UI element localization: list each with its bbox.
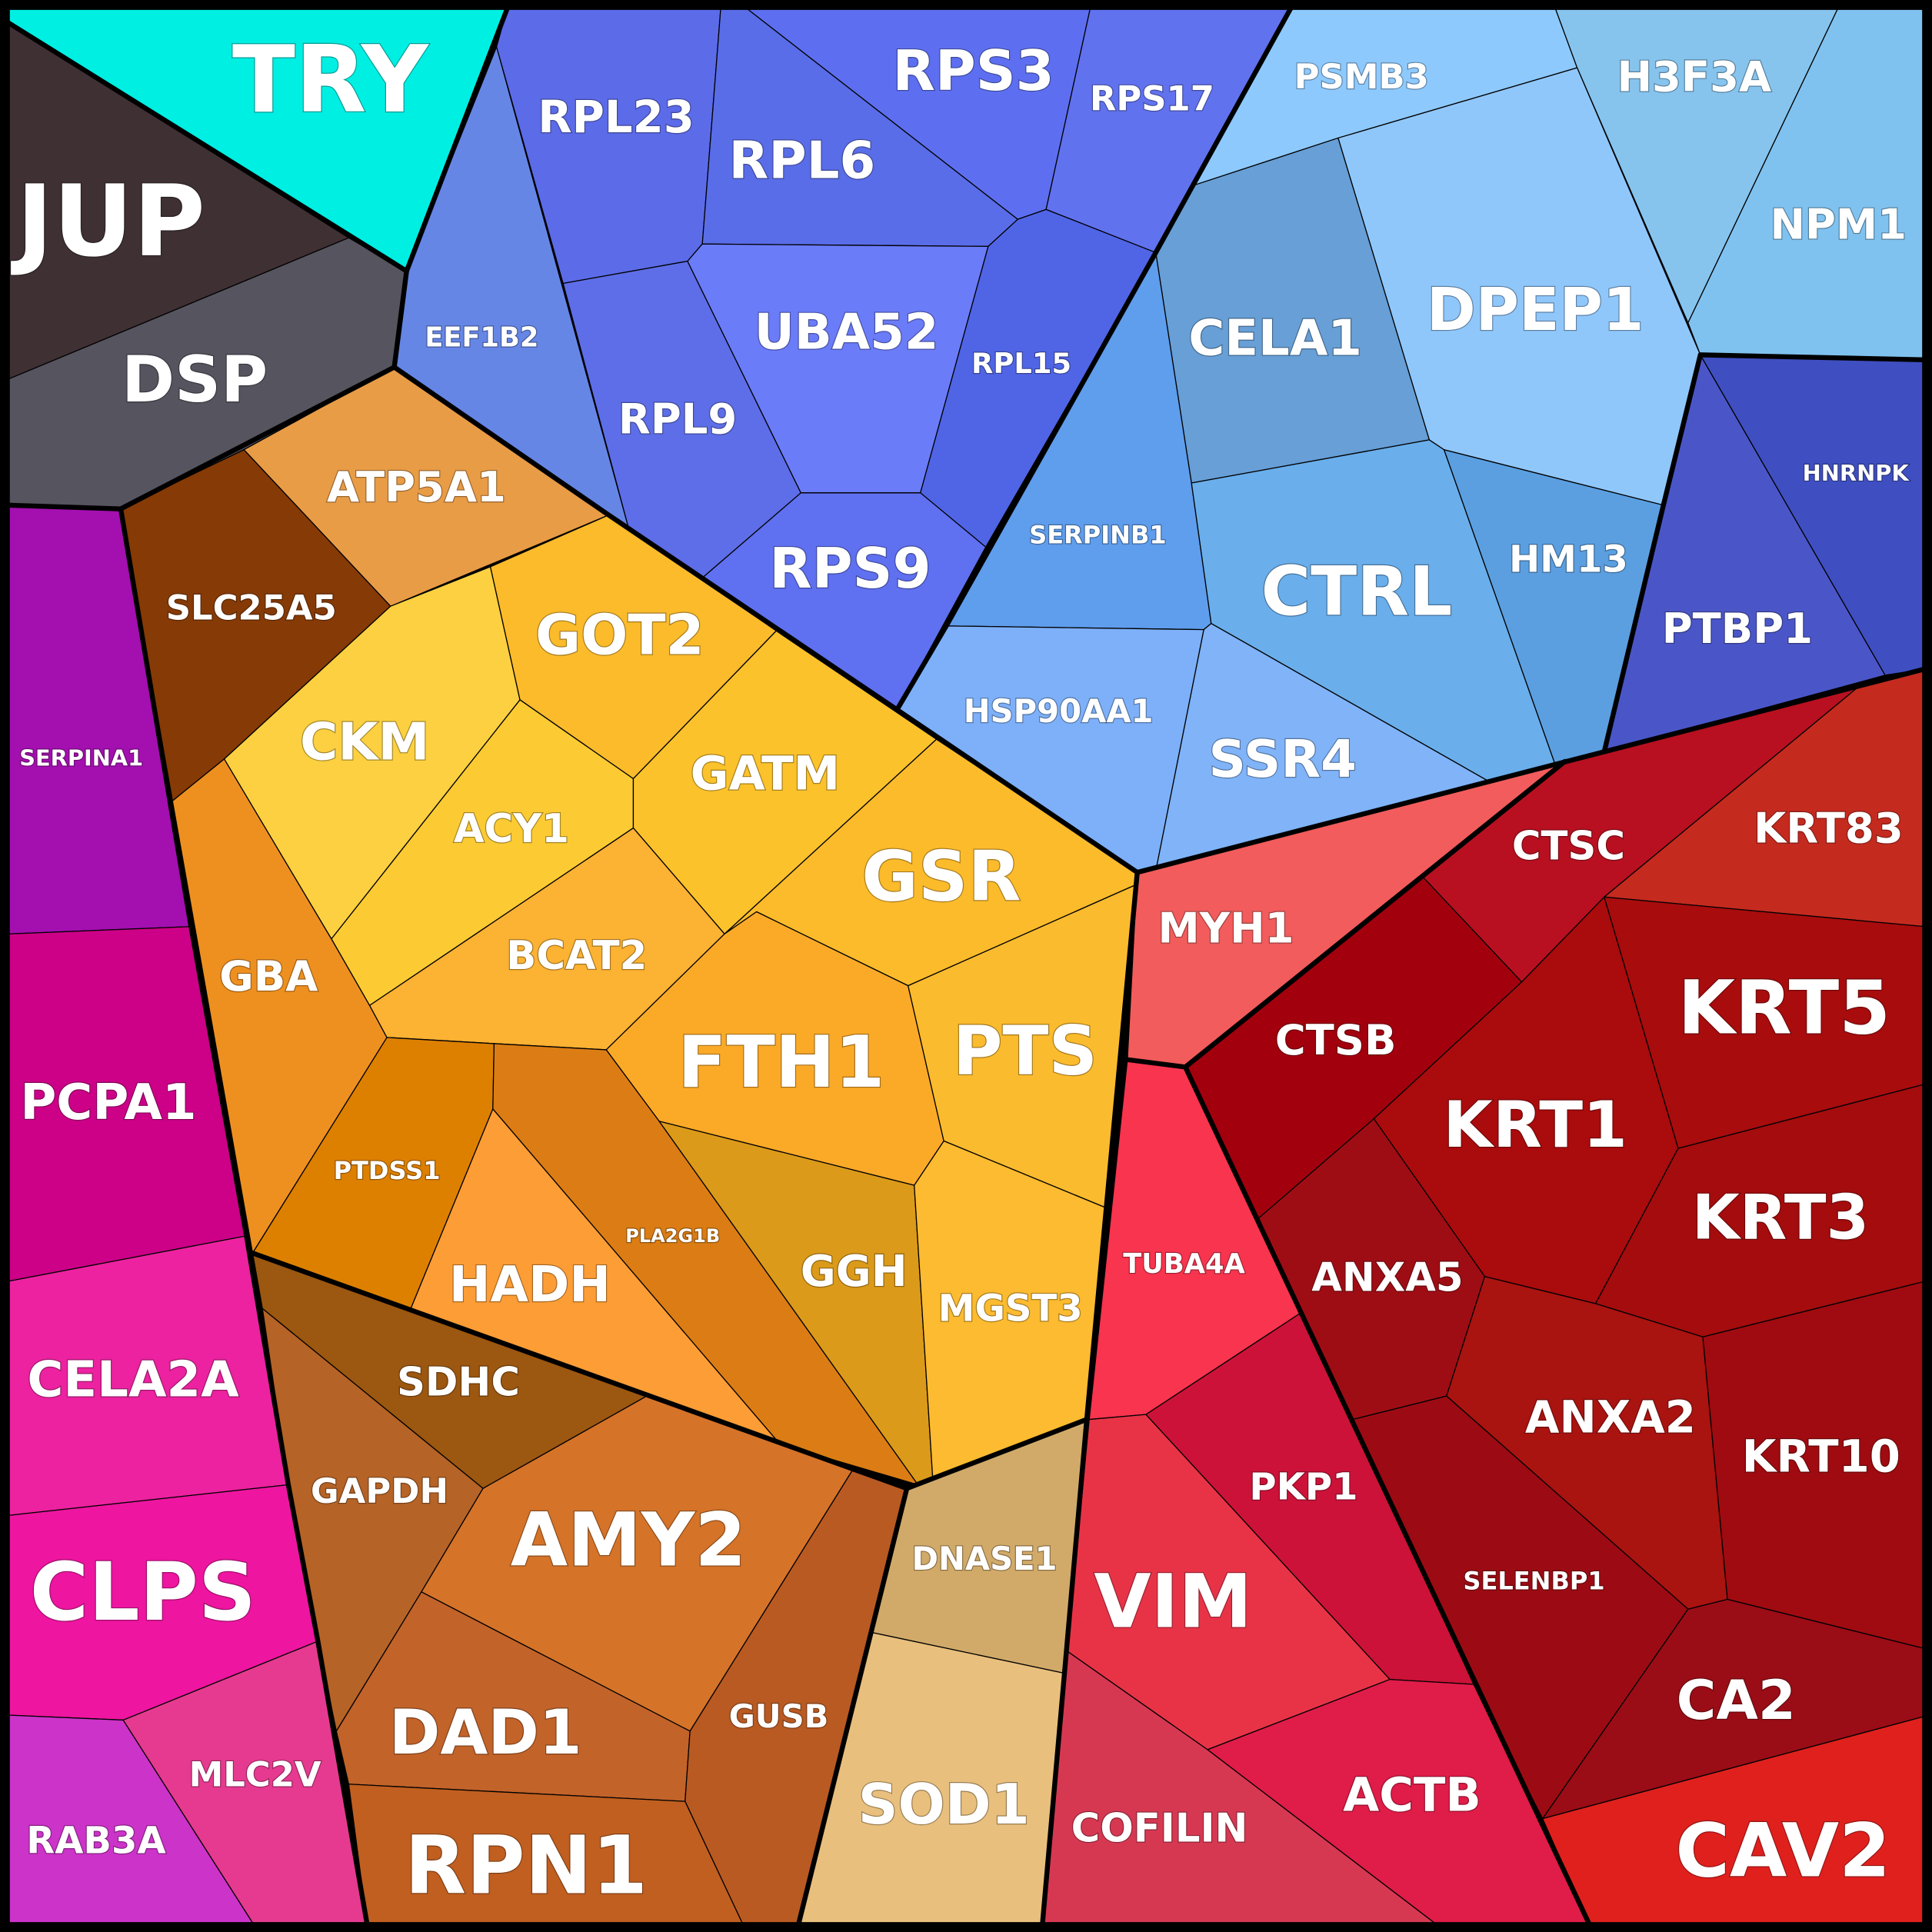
cell-label: PKP1 <box>1249 1466 1357 1509</box>
cell-label: GBA <box>219 951 318 1001</box>
cell-label: CTRL <box>1261 551 1452 631</box>
border <box>118 506 370 1927</box>
cell-label: RPN1 <box>405 1818 648 1912</box>
border <box>1182 1064 1592 1927</box>
cell-label: PCPA1 <box>20 1074 196 1131</box>
cells <box>6 6 1926 1926</box>
cell-label: RPL23 <box>538 91 695 143</box>
cell-label: PLA2G1B <box>625 1225 720 1247</box>
cell-label: EEF1B2 <box>425 321 538 353</box>
cell-label: VIM <box>1094 1559 1252 1645</box>
border <box>5 268 409 511</box>
cell-label: HNRNPK <box>1803 460 1910 486</box>
cell-label: GATM <box>691 747 840 801</box>
cell-label: CTSC <box>1512 824 1625 870</box>
cell-label: KRT3 <box>1692 1181 1870 1253</box>
cell-label: SELENBP1 <box>1463 1566 1604 1595</box>
cell-label: HADH <box>449 1257 611 1314</box>
cell-label: RPL6 <box>729 130 876 190</box>
cell-label: RPS3 <box>892 39 1054 104</box>
cell-label: CELA1 <box>1188 311 1362 368</box>
cell-label: GOT2 <box>535 604 705 668</box>
cell-label: RPS9 <box>769 537 931 601</box>
border <box>795 1486 910 1927</box>
cell-label: PSMB3 <box>1294 56 1429 97</box>
cell-label: UBA52 <box>754 305 939 361</box>
cell-label: DSP <box>122 342 268 417</box>
border <box>1134 666 1927 875</box>
border <box>1601 352 1927 754</box>
cell-label: KRT5 <box>1677 964 1890 1051</box>
cell-label: MLC2V <box>189 1754 321 1794</box>
cell-label: GGH <box>801 1247 908 1297</box>
cell-label: SERPINB1 <box>1029 520 1167 549</box>
cell-label: DAD1 <box>389 1697 582 1768</box>
cell-label: RPL9 <box>618 395 737 444</box>
cell-label: SLC25A5 <box>166 587 337 628</box>
cell-label: RAB3A <box>26 1819 165 1862</box>
cell-label: RPS17 <box>1090 78 1214 119</box>
cell-label: AMY2 <box>511 1497 747 1584</box>
cell-label: CLPS <box>30 1545 256 1639</box>
cell-label: SOD1 <box>858 1773 1030 1837</box>
cell-label: TUBA4A <box>1123 1248 1245 1280</box>
cell-label: GSR <box>861 838 1021 918</box>
cell-label: ACY1 <box>454 806 569 852</box>
cell-label: FTH1 <box>678 1021 884 1104</box>
cell-label: ANXA5 <box>1311 1254 1463 1301</box>
cell-label: KRT83 <box>1754 804 1904 853</box>
border <box>391 365 1140 1927</box>
cell-label: H3F3A <box>1617 52 1771 101</box>
cell-label: CAV2 <box>1675 1807 1890 1894</box>
cell-label: BCAT2 <box>506 933 647 979</box>
cell-label: MYH1 <box>1158 903 1294 952</box>
cell-label: CTSB <box>1275 1015 1397 1064</box>
cell-label: CA2 <box>1677 1669 1796 1732</box>
cell-label: GUSB <box>729 1697 829 1735</box>
cell-label: SSR4 <box>1208 729 1356 789</box>
cell-label: PTDSS1 <box>334 1156 441 1185</box>
cell-label: PTBP1 <box>1662 604 1813 653</box>
cell-label: CELA2A <box>27 1351 239 1408</box>
cell-label: RPL15 <box>971 347 1071 380</box>
cell-label: SERPINA1 <box>19 744 143 771</box>
cell-label: JUP <box>10 165 205 279</box>
cell-label: KRT10 <box>1742 1431 1900 1483</box>
border <box>894 5 1294 712</box>
cell-label: ACTB <box>1343 1768 1481 1823</box>
cell-label: KRT1 <box>1443 1088 1627 1162</box>
cell-label: DPEP1 <box>1427 276 1644 345</box>
cell-label: TRY <box>232 26 430 134</box>
cell-label: ATP5A1 <box>327 462 506 511</box>
cell-label: CKM <box>300 711 429 771</box>
cell-label: HSP90AA1 <box>964 692 1154 730</box>
cell-label: PTS <box>953 1011 1098 1091</box>
cell-label: HM13 <box>1509 538 1628 581</box>
cell-label: DNASE1 <box>911 1540 1057 1577</box>
cell-label: MGST3 <box>938 1287 1083 1330</box>
cell-label: ANXA2 <box>1525 1391 1696 1443</box>
cell-label: SDHC <box>397 1359 520 1405</box>
cell-label: NPM1 <box>1770 200 1907 249</box>
cell-label: COFILIN <box>1071 1805 1248 1851</box>
cell-label: GAPDH <box>311 1471 448 1511</box>
